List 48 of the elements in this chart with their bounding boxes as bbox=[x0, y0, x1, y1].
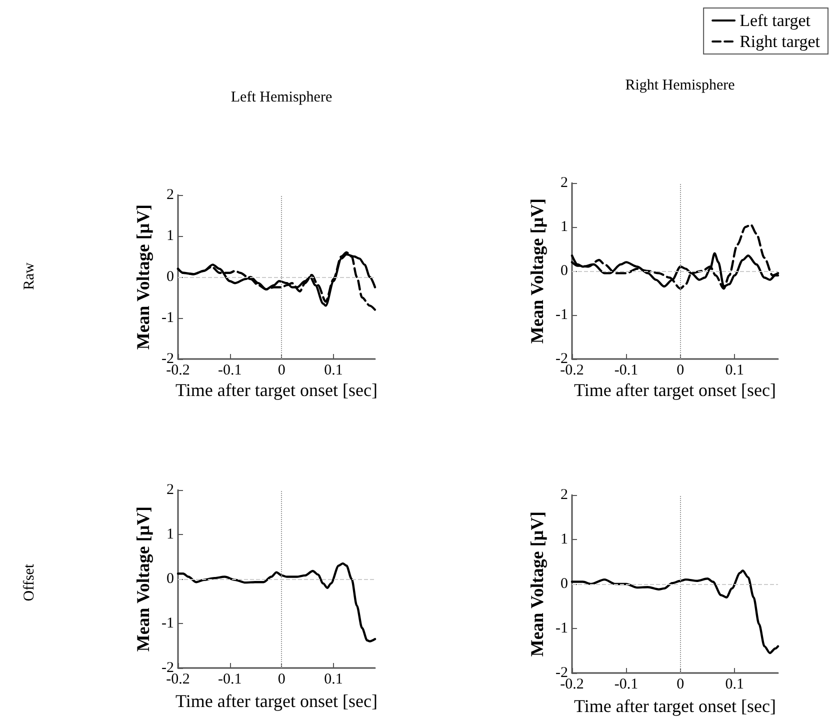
line-series bbox=[176, 562, 376, 642]
text: Offset bbox=[22, 563, 38, 602]
y-tick-label: 2 bbox=[560, 175, 568, 191]
x-tick-label: -0.2 bbox=[560, 676, 584, 692]
y-tick-label: 1 bbox=[166, 228, 174, 244]
x-tick-label: 0.1 bbox=[725, 362, 744, 378]
y-tick-label: -1 bbox=[162, 616, 174, 632]
y-tick-label: 1 bbox=[560, 532, 568, 548]
y-tick-label: -1 bbox=[556, 620, 568, 636]
y-axis-title: Mean Voltage [µV] bbox=[527, 511, 547, 657]
chart-title: Right Hemisphere bbox=[625, 78, 736, 94]
text: Raw bbox=[22, 262, 38, 290]
y-tick-label: 2 bbox=[560, 487, 568, 503]
y-axis-title: Mean Voltage [µV] bbox=[133, 506, 153, 652]
y-tick-label: 1 bbox=[166, 526, 174, 542]
x-tick-label: -0.1 bbox=[218, 362, 242, 378]
y-tick-label: 0 bbox=[560, 263, 568, 279]
x-tick-label: 0 bbox=[278, 672, 286, 688]
x-tick-label: -0.2 bbox=[560, 362, 584, 378]
y-axis-title: Mean Voltage [µV] bbox=[133, 204, 153, 350]
y-tick-label: 2 bbox=[166, 482, 174, 498]
y-tick-label: 0 bbox=[560, 576, 568, 592]
x-axis-title: Time after target onset [sec] bbox=[176, 690, 378, 711]
chart-title: Left Hemisphere bbox=[230, 90, 332, 106]
y-axis-title: Mean Voltage [µV] bbox=[527, 198, 547, 344]
y-tick-label: 0 bbox=[166, 269, 174, 285]
line-series bbox=[570, 570, 780, 654]
x-tick-label: 0 bbox=[278, 362, 286, 378]
y-tick-label: 2 bbox=[166, 187, 174, 203]
x-tick-label: -0.1 bbox=[614, 676, 638, 692]
y-tick-label: 0 bbox=[166, 571, 174, 587]
x-tick-label: -0.2 bbox=[166, 672, 190, 688]
legend-label: Right target bbox=[740, 32, 820, 51]
x-axis-title: Time after target onset [sec] bbox=[176, 380, 378, 400]
x-tick-label: 0.1 bbox=[725, 676, 744, 692]
x-tick-label: 0.1 bbox=[324, 362, 343, 378]
x-tick-label: 0.1 bbox=[324, 672, 343, 688]
x-tick-label: -0.2 bbox=[166, 362, 190, 378]
x-axis-title: Time after target onset [sec] bbox=[574, 380, 776, 400]
x-tick-label: 0 bbox=[676, 362, 684, 378]
x-axis-title: Time after target onset [sec] bbox=[574, 696, 776, 716]
x-tick-label: 0 bbox=[676, 676, 684, 692]
y-tick-label: 1 bbox=[560, 219, 568, 235]
x-tick-label: -0.1 bbox=[218, 672, 242, 688]
legend-label: Left target bbox=[740, 11, 811, 30]
x-tick-label: -0.1 bbox=[614, 362, 638, 378]
y-tick-label: -1 bbox=[556, 307, 568, 323]
y-tick-label: -1 bbox=[162, 310, 174, 326]
